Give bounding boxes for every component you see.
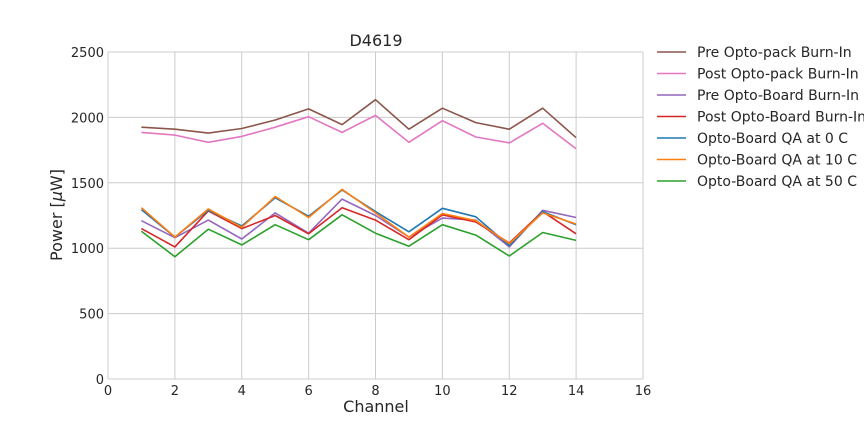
y-axis-label: Power [μW] xyxy=(47,169,66,261)
x-tick-label: 2 xyxy=(171,384,179,399)
y-tick-label: 2000 xyxy=(71,111,104,126)
legend-entry: Post Opto-Board Burn-In xyxy=(697,110,864,126)
x-tick-label: 0 xyxy=(104,384,112,399)
x-tick-label: 14 xyxy=(568,384,585,399)
series-line xyxy=(140,188,577,245)
series-line xyxy=(141,198,577,248)
series-line xyxy=(141,206,577,248)
series-lines xyxy=(140,98,577,258)
chart-title: D4619 xyxy=(349,31,402,50)
series-line xyxy=(141,98,577,139)
series-line xyxy=(141,114,577,150)
legend-entry: Pre Opto-pack Burn-In xyxy=(697,45,852,61)
y-tick-label: 2500 xyxy=(71,46,104,61)
legend-entry: Opto-Board QA at 0 C xyxy=(697,131,848,147)
y-tick-label: 500 xyxy=(79,308,104,323)
x-tick-labels: 0 2 4 6 8 10 12 14 16 xyxy=(104,384,651,399)
legend-entry: Pre Opto-Board Burn-In xyxy=(697,88,859,104)
series-line xyxy=(140,189,577,247)
legend-entry: Opto-Board QA at 10 C xyxy=(697,153,857,169)
legend-entry: Post Opto-pack Burn-In xyxy=(697,67,859,83)
x-axis-label: Channel xyxy=(343,397,409,416)
x-tick-label: 4 xyxy=(238,384,246,399)
x-tick-label: 16 xyxy=(635,384,652,399)
legend-entry: Opto-Board QA at 50 C xyxy=(697,174,857,190)
y-tick-labels: 0 500 1000 1500 2000 2500 xyxy=(71,46,104,388)
x-tick-label: 12 xyxy=(501,384,518,399)
y-tick-label: 1000 xyxy=(71,242,104,257)
y-tick-label: 0 xyxy=(96,373,104,388)
x-tick-label: 8 xyxy=(371,384,379,399)
legend: Pre Opto-pack Burn-In Post Opto-pack Burn… xyxy=(657,45,864,190)
y-tick-label: 1500 xyxy=(71,177,104,192)
series-line xyxy=(140,214,577,258)
x-tick-label: 6 xyxy=(304,384,312,399)
x-tick-label: 10 xyxy=(434,384,451,399)
